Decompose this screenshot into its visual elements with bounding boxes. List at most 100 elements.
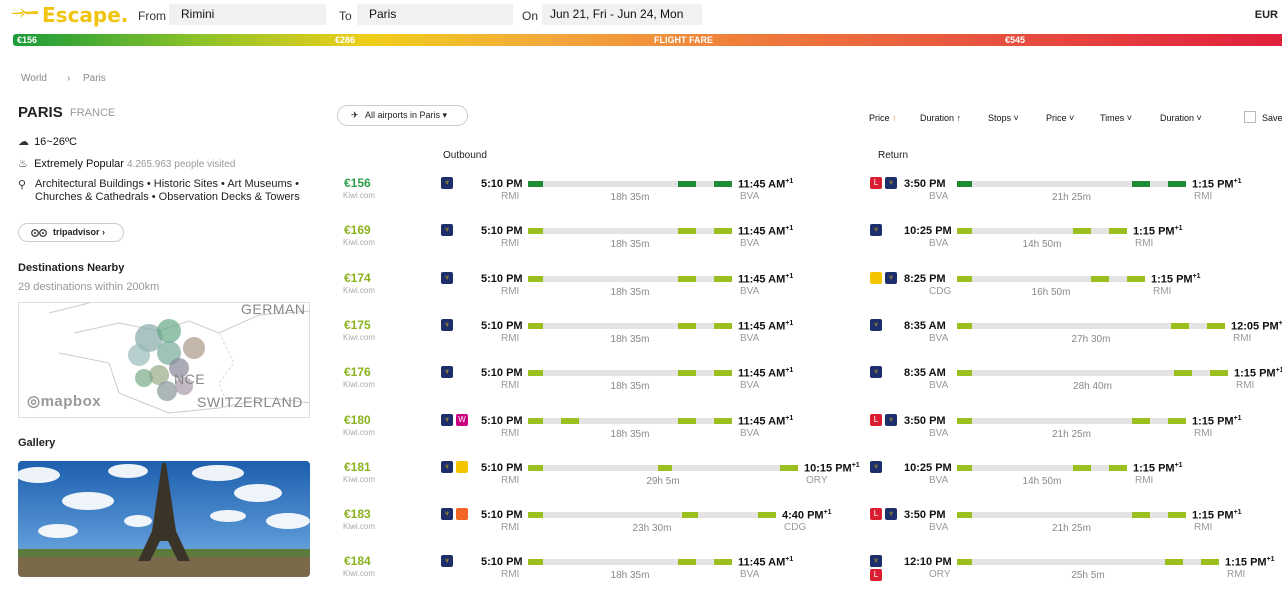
flight-segment xyxy=(957,181,972,187)
flight-row[interactable]: €176 Kiwi.com ♆ 5:10 PM RMI 18h 35m 11:45 AM+1… xyxy=(0,365,1282,412)
departure-airport: RMI xyxy=(501,191,520,202)
arrival-airport: BVA xyxy=(740,191,760,202)
laudamotion-logo-icon: L xyxy=(870,413,882,426)
flight-row[interactable]: €180 Kiwi.com ♆ W 5:10 PM RMI 18h 35m 11:45 AM+… xyxy=(0,413,1282,460)
arrival-time-text: 11:45 AM xyxy=(738,367,786,380)
provider-name[interactable]: Kiwi.com xyxy=(343,474,376,484)
date-input[interactable]: Jun 21, Fri - Jun 24, Mon xyxy=(542,4,702,25)
arrival-time: 11:45 AM+1 xyxy=(738,178,793,191)
flight-segment xyxy=(714,275,732,282)
departure-airport: RMI xyxy=(501,427,520,439)
flight-segment xyxy=(957,370,972,377)
flight-duration-bar xyxy=(528,417,732,424)
laudamotion-logo-icon: L xyxy=(870,569,882,582)
ryanair-logo-icon: ♆ xyxy=(441,508,453,521)
from-input[interactable]: Rimini xyxy=(169,4,326,25)
flight-fare-bar[interactable]: €156 €286 FLIGHT FARE €545 xyxy=(13,34,1282,46)
ryanair-logo-icon: ♆ xyxy=(441,413,453,426)
flight-duration: 16h 50m xyxy=(1031,286,1071,298)
ryanair-logo-icon: ♆ xyxy=(885,413,897,426)
ryanair-logo-icon: ♆ xyxy=(870,460,882,473)
arrival-time-text: 11:45 AM xyxy=(738,415,786,428)
nearby-map[interactable]: GERMAN NCE SWITZERLAND ◎mapbox xyxy=(18,302,310,418)
flight-segment xyxy=(957,228,972,235)
departure-airport: BVA xyxy=(929,474,949,486)
arrow-up-icon: ↑ xyxy=(956,113,962,123)
provider-name[interactable]: Kiwi.com xyxy=(343,569,376,579)
arrival-time: 12:05 PM+1 xyxy=(1231,320,1282,333)
arrival-airport: RMI xyxy=(1227,569,1246,581)
flight-duration-bar xyxy=(528,370,732,377)
city-name: PARIS xyxy=(18,104,63,121)
ryanair-logo-icon: ♆ xyxy=(870,224,882,237)
breadcrumb-world[interactable]: World xyxy=(21,73,47,84)
arrival-time-text: 10:15 PM xyxy=(804,462,852,475)
flight-segment xyxy=(528,417,543,424)
flight-row[interactable]: €175 Kiwi.com ♆ 5:10 PM RMI 18h 35m 11:45 AM+1… xyxy=(0,318,1282,365)
flight-segment xyxy=(714,181,732,187)
flight-segment xyxy=(678,228,696,235)
provider-name[interactable]: Kiwi.com xyxy=(343,522,376,532)
flight-duration: 18h 35m xyxy=(610,192,650,203)
flame-icon: ♨ xyxy=(18,158,28,170)
flight-segment xyxy=(714,370,732,377)
to-input[interactable]: Paris xyxy=(357,4,513,25)
flight-row[interactable]: €169 Kiwi.com ♆ 5:10 PM RMI 18h 35m 11:45 AM+1… xyxy=(0,223,1282,270)
arrival-time: 1:15 PM+1 xyxy=(1225,556,1275,569)
flight-segment xyxy=(957,464,972,471)
flight-segment xyxy=(528,512,543,519)
flight-duration: 18h 35m xyxy=(610,570,650,582)
provider-name[interactable]: Kiwi.com xyxy=(343,427,376,437)
arrival-time: 11:45 AM+1 xyxy=(738,273,793,286)
departure-time: 5:10 PM xyxy=(481,461,523,474)
provider-name[interactable]: Kiwi.com xyxy=(343,332,376,342)
provider-name[interactable]: Kiwi.com xyxy=(343,191,376,200)
day-offset: +1 xyxy=(1233,178,1242,185)
arrival-time-text: 4:40 PM xyxy=(782,509,824,522)
tripadvisor-button[interactable]: tripadvisor › xyxy=(18,223,124,242)
sort-price[interactable]: Price ↑ xyxy=(869,113,897,123)
arrival-airport: BVA xyxy=(740,380,760,392)
flight-segment xyxy=(1165,559,1183,566)
departure-airport: RMI xyxy=(501,332,520,344)
filter-price[interactable]: Price ˅ xyxy=(1046,113,1075,123)
filter-times[interactable]: Times ˅ xyxy=(1100,113,1132,123)
flight-duration-bar xyxy=(957,417,1186,424)
filter-stops[interactable]: Stops ˅ xyxy=(988,113,1019,123)
arrival-airport: BVA xyxy=(740,569,760,581)
weather-icon: ☁ xyxy=(18,136,29,148)
airport-filter-dropdown[interactable]: ✈ All airports in Paris ▾ xyxy=(337,105,468,126)
arrival-time-text: 1:15 PM xyxy=(1133,462,1175,475)
flight-duration-bar xyxy=(957,228,1127,235)
day-offset: +1 xyxy=(1174,461,1183,469)
nearby-subtitle: 29 destinations within 200km xyxy=(18,281,160,293)
flight-duration-bar xyxy=(528,228,732,235)
flight-duration-bar xyxy=(528,464,798,471)
provider-name[interactable]: Kiwi.com xyxy=(343,238,376,248)
filter-duration[interactable]: Duration ˅ xyxy=(1160,113,1202,123)
flight-segment xyxy=(1168,181,1186,187)
chevron-down-icon: ˅ xyxy=(1196,113,1202,123)
departure-time: 5:10 PM xyxy=(481,178,523,190)
currency-selector[interactable]: EUR xyxy=(1254,9,1278,21)
departure-time: 5:10 PM xyxy=(481,556,523,569)
sort-duration[interactable]: Duration ↑ xyxy=(920,113,962,123)
flight-segment xyxy=(957,512,972,519)
save-checkbox[interactable] xyxy=(1244,111,1256,123)
flight-row[interactable]: €184 Kiwi.com ♆ 5:10 PM RMI 18h 35m 11:45 AM+1… xyxy=(0,554,1282,601)
flight-row[interactable]: €181 Kiwi.com ♆ 5:10 PM RMI 29h 5m 10:15 PM+1 O… xyxy=(0,460,1282,507)
flight-row[interactable]: €156 Kiwi.com ♆ 5:10 PM RMI 18h 35m 11:45 AM+1… xyxy=(0,176,1282,223)
departure-airport: RMI xyxy=(501,238,520,250)
provider-name[interactable]: Kiwi.com xyxy=(343,380,376,390)
tripadvisor-owl-icon xyxy=(31,229,47,237)
flight-row[interactable]: €174 Kiwi.com ♆ 5:10 PM RMI 18h 35m 11:45 AM+1… xyxy=(0,271,1282,318)
flight-segment xyxy=(528,181,543,187)
departure-airport: RMI xyxy=(501,522,520,534)
arrival-time-text: 1:15 PM xyxy=(1133,225,1175,238)
provider-name[interactable]: Kiwi.com xyxy=(343,285,376,295)
flight-row[interactable]: €183 Kiwi.com ♆ 5:10 PM RMI 23h 30m 4:40 PM+1 C… xyxy=(0,507,1282,554)
map-outline xyxy=(48,303,309,414)
ryanair-logo-icon: ♆ xyxy=(870,318,882,331)
app-logo[interactable]: Escape. xyxy=(42,3,129,27)
gallery-image-eiffel-tower[interactable] xyxy=(18,461,310,577)
